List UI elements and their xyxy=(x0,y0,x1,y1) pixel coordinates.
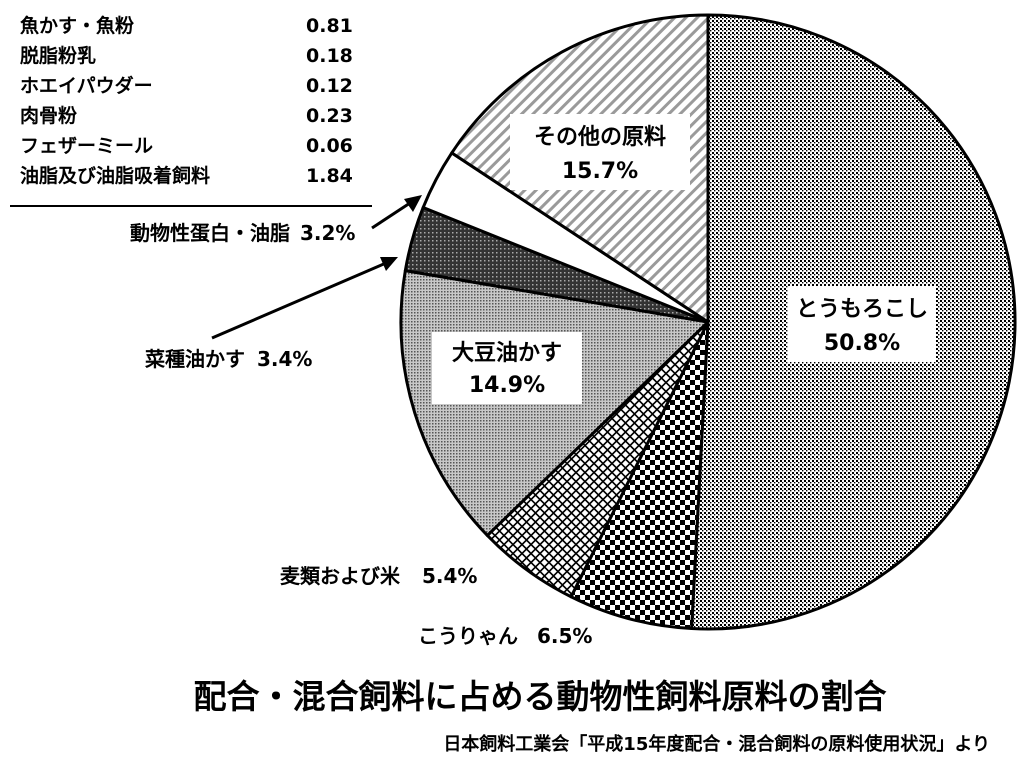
label-box-other xyxy=(510,114,690,190)
chart-title: 配合・混合飼料に占める動物性飼料原料の割合 xyxy=(194,677,887,716)
breakdown-value-4: 0.06 xyxy=(306,135,353,157)
arrow-animal-protein xyxy=(371,201,411,230)
arrow-animal-protein-head xyxy=(404,195,422,212)
arrow-rapeseed xyxy=(211,261,387,340)
breakdown-value-2: 0.12 xyxy=(306,75,353,97)
breakdown-label-0: 魚かす・魚粉 xyxy=(20,14,134,37)
label-box-soy xyxy=(432,332,582,404)
slice-label-wheat-rice: 麦類および米 xyxy=(280,564,401,588)
slice-sorghum xyxy=(569,320,710,631)
slice-value-animal-protein: 3.2% xyxy=(300,221,355,245)
breakdown-label-2: ホエイパウダー xyxy=(20,74,153,97)
slice-value-soy: 14.9% xyxy=(469,373,545,398)
slice-label-soy: 大豆油かす xyxy=(452,341,562,366)
breakdown-label-5: 油脂及び油脂吸着飼料 xyxy=(20,164,210,187)
slice-value-sorghum: 6.5% xyxy=(537,624,592,648)
slice-value-other: 15.7% xyxy=(562,159,638,184)
slice-label-rapeseed: 菜種油かす xyxy=(144,347,245,371)
breakdown-value-1: 0.18 xyxy=(306,45,353,67)
slice-value-corn: 50.8% xyxy=(824,331,900,356)
label-box-corn xyxy=(788,286,936,362)
slice-label-sorghum: こうりゃん xyxy=(418,624,518,648)
slice-label-corn: とうもろこし xyxy=(796,297,928,322)
arrow-rapeseed-head xyxy=(380,257,398,271)
slice-label-other: その他の原料 xyxy=(534,125,666,150)
breakdown-label-4: フェザーミール xyxy=(20,135,153,157)
breakdown-label-3: 肉骨粉 xyxy=(20,104,77,127)
breakdown-value-0: 0.81 xyxy=(306,15,353,37)
breakdown-value-5: 1.84 xyxy=(306,165,353,187)
breakdown-table: 魚かす・魚粉 0.81 脱脂粉乳 0.18 ホエイパウダー 0.12 肉骨粉 0… xyxy=(10,14,372,207)
slice-value-wheat-rice: 5.4% xyxy=(422,564,477,588)
callout-arrows xyxy=(211,195,422,340)
slice-value-rapeseed: 3.4% xyxy=(257,347,312,371)
breakdown-value-3: 0.23 xyxy=(306,105,353,127)
slice-label-animal-protein: 動物性蛋白・油脂 xyxy=(130,221,290,245)
chart-source: 日本飼料工業会「平成15年度配合・混合飼料の原料使用状況」より xyxy=(443,733,990,755)
breakdown-label-1: 脱脂粉乳 xyxy=(20,44,96,67)
